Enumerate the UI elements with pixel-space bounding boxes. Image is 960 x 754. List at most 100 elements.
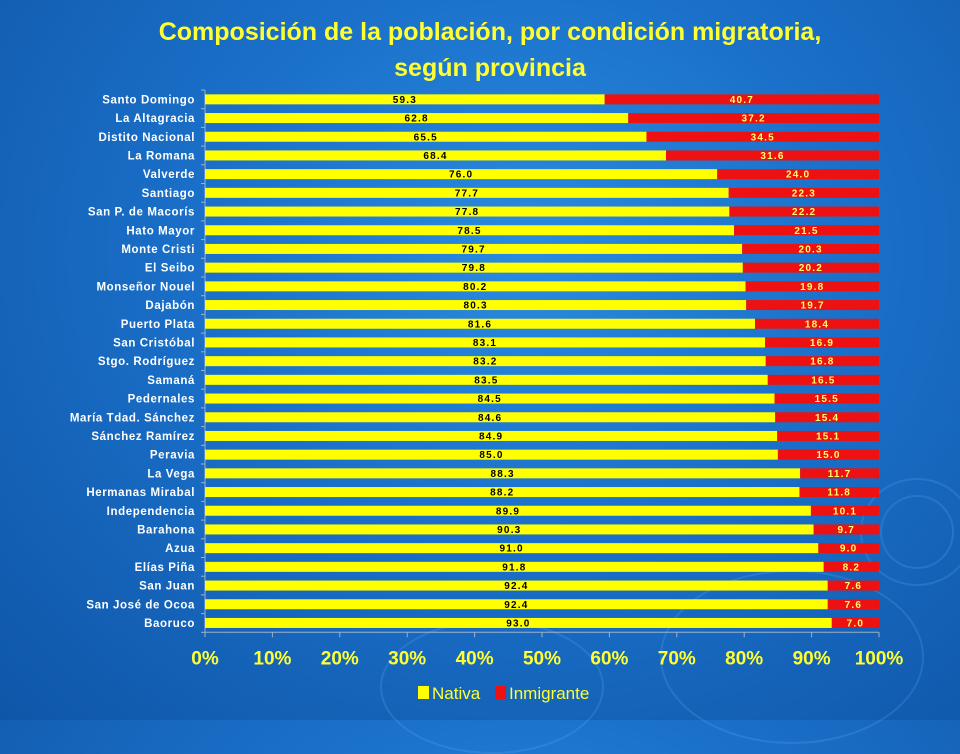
category-label: Puerto Plata [121,319,195,331]
bar-nativa [205,487,800,498]
data-label-nativa: 88.3 [490,469,514,480]
data-label-nativa: 84.9 [479,431,503,442]
data-label-inmigrante: 16.5 [811,375,835,386]
category-label: Santiago [142,188,195,200]
category-label: San Juan [139,581,195,593]
data-label-inmigrante: 11.7 [828,469,852,480]
x-tick-label: 90% [793,648,831,669]
data-label-inmigrante: 34.5 [751,132,775,143]
x-tick-label: 0% [191,648,219,669]
data-label-nativa: 80.3 [463,301,487,312]
category-label: Peravia [150,450,195,462]
bar-inmigrante [717,169,879,180]
data-label-inmigrante: 15.0 [816,450,840,461]
category-label: Distito Nacional [98,132,195,144]
bar-inmigrante [604,94,879,105]
bar-nativa [205,262,743,273]
bar-nativa [205,599,828,610]
bar-nativa [205,206,730,217]
bar-nativa [205,187,729,198]
category-label: San P. de Macorís [88,207,195,219]
x-tick-label: 100% [855,648,904,669]
bar-inmigrante [765,337,879,348]
bar-nativa [205,468,801,479]
chart-title: Composición de la población, por condici… [158,18,822,82]
data-label-inmigrante: 15.4 [815,413,839,424]
data-label-nativa: 92.4 [504,581,528,592]
data-label-nativa: 79.7 [461,244,485,255]
data-label-inmigrante: 20.2 [799,263,823,274]
bar-inmigrante [775,412,879,423]
bar-inmigrante [765,356,879,367]
category-label: La Altagracia [115,113,195,125]
category-label: San José de Ocoa [86,599,195,611]
bar-inmigrante [754,318,879,329]
bar-inmigrante [777,449,879,460]
category-label: Pedernales [128,394,195,406]
x-tick-label: 50% [523,648,561,669]
data-label-inmigrante: 31.6 [760,151,784,162]
category-label: Dajabón [145,300,195,312]
category-label: Elías Piña [135,562,195,574]
bar-inmigrante [777,430,879,441]
data-label-inmigrante: 18.4 [805,319,829,330]
x-tick-label: 30% [388,648,426,669]
bar-nativa [205,561,824,572]
bar-nativa [205,412,776,423]
data-label-nativa: 81.6 [468,319,492,330]
category-label: El Seibo [145,263,195,275]
category-label: Samaná [147,375,195,387]
data-label-inmigrante: 7.6 [845,581,863,592]
data-label-nativa: 88.2 [490,488,514,499]
legend: Nativa Inmigrante [418,684,589,703]
bar-nativa [205,281,746,292]
bar-nativa [205,393,775,404]
bar-inmigrante [734,225,879,236]
bar-inmigrante [628,113,879,124]
bar-inmigrante [813,524,879,535]
bar-inmigrante [746,300,879,311]
bar-inmigrante [767,374,879,385]
data-label-nativa: 90.3 [497,525,521,536]
data-label-inmigrante: 16.9 [810,338,834,349]
bar-inmigrante [810,505,879,516]
bar-nativa [205,617,832,628]
bar-nativa [205,150,667,161]
bar-inmigrante [823,561,879,572]
legend-swatch-inmigrante [495,686,506,699]
bar-inmigrante [729,206,879,217]
category-label: San Cristóbal [113,337,195,349]
bar-inmigrante [827,599,879,610]
bar-nativa [205,430,778,441]
category-label: Stgo. Rodríguez [98,356,195,368]
bar-nativa [205,449,778,460]
bar-inmigrante [800,468,879,479]
bar-inmigrante [646,131,879,142]
data-label-nativa: 84.5 [478,394,502,405]
category-label: María Tdad. Sánchez [70,412,195,424]
bar-inmigrante [745,281,879,292]
bar-nativa [205,356,766,367]
data-label-nativa: 92.4 [504,600,528,611]
bar-nativa [205,225,735,236]
bar-nativa [205,524,814,535]
bar-nativa [205,243,743,254]
category-label: Monte Cristi [121,244,195,256]
category-label: Valverde [143,169,195,181]
data-label-inmigrante: 20.3 [798,244,822,255]
legend-label-nativa: Nativa [432,684,481,703]
category-label: La Romana [128,150,195,162]
bar-nativa [205,94,605,105]
data-label-nativa: 91.8 [502,562,526,573]
legend-label-inmigrante: Inmigrante [509,684,589,703]
x-tick-label: 20% [321,648,359,669]
data-label-inmigrante: 7.0 [847,618,865,629]
bar-inmigrante [818,543,879,554]
x-tick-label: 80% [725,648,763,669]
category-label: Baoruco [144,618,195,630]
bar-nativa [205,169,718,180]
bar-inmigrante [827,580,879,591]
data-label-nativa: 65.5 [414,132,438,143]
data-label-inmigrante: 15.5 [815,394,839,405]
bars [205,94,879,628]
